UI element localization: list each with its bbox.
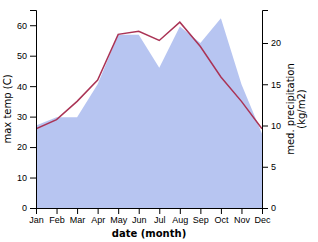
tick-mark xyxy=(30,25,36,26)
tick-label: 0 xyxy=(22,203,27,213)
x-axis-title: date (month) xyxy=(112,228,186,239)
tick-label: Sep xyxy=(193,215,209,225)
tick-mark xyxy=(30,208,36,209)
tick-label: 60 xyxy=(17,21,27,31)
y2-axis-title: med. precipitation(kg/m2) xyxy=(285,63,307,155)
x-tick: Jul xyxy=(154,208,166,225)
tick-label: Dec xyxy=(254,215,271,225)
tick-mark xyxy=(241,208,242,214)
x-tick: Mar xyxy=(70,208,86,225)
tick-mark xyxy=(30,56,36,57)
y2-tick: 5 xyxy=(262,162,276,172)
y-axis: 0 10 20 30 40 50 60 xyxy=(17,11,37,214)
x-tick: Nov xyxy=(234,208,251,225)
tick-label: May xyxy=(110,215,128,225)
x-tick: Jan xyxy=(29,208,44,225)
x-tick: Sep xyxy=(193,208,209,225)
y2-tick: 15 xyxy=(262,80,281,90)
tick-mark xyxy=(262,43,268,44)
tick-label: 20 xyxy=(17,142,27,152)
tick-mark xyxy=(30,117,36,118)
tick-label: 5 xyxy=(271,162,276,172)
tick-mark xyxy=(98,208,99,214)
tick-label: 50 xyxy=(17,51,27,61)
tick-label: Mar xyxy=(70,215,86,225)
tick-label: Aug xyxy=(172,215,188,225)
line xyxy=(36,22,262,129)
tick-mark xyxy=(262,126,268,127)
tick-mark xyxy=(57,208,58,214)
tick-label: 40 xyxy=(17,82,27,92)
tick-label: Feb xyxy=(49,215,65,225)
x-tick: Dec xyxy=(254,208,271,225)
y-axis-title: max temp (C) xyxy=(2,74,13,143)
tick-mark xyxy=(262,167,268,168)
x-tick: Jun xyxy=(132,208,147,225)
tick-mark xyxy=(221,208,222,214)
tick-mark xyxy=(200,208,201,214)
y2-axis-title-line: (kg/m2) xyxy=(296,89,307,129)
y-tick: 60 xyxy=(17,21,36,31)
y-tick: 40 xyxy=(17,82,36,92)
tick-mark xyxy=(30,86,36,87)
y-tick: 50 xyxy=(17,51,36,61)
tick-label: Apr xyxy=(91,215,105,225)
tick-label: Nov xyxy=(234,215,251,225)
area xyxy=(36,18,262,208)
y-tick: 10 xyxy=(17,173,36,183)
tick-mark xyxy=(262,208,268,209)
marks xyxy=(36,18,262,208)
axis-line xyxy=(263,11,269,209)
tick-mark xyxy=(262,84,268,85)
plot: JanFebMarAprMayJunJulAugSepOctNovDec0102… xyxy=(17,11,281,226)
y2-tick: 0 xyxy=(262,203,276,213)
y2-tick: 10 xyxy=(262,121,281,131)
tick-mark xyxy=(30,178,36,179)
x-tick: Apr xyxy=(91,208,105,225)
tick-label: Jun xyxy=(132,215,147,225)
tick-mark xyxy=(30,147,36,148)
y2-axis: 0 5 10 15 20 xyxy=(262,11,281,214)
tick-label: 0 xyxy=(271,203,276,213)
tick-mark xyxy=(159,208,160,214)
axis-line xyxy=(30,11,37,209)
x-tick: May xyxy=(110,208,128,225)
y2-tick: 20 xyxy=(262,38,281,48)
y-tick: 20 xyxy=(17,142,36,152)
x-axis: Jan Feb Mar Apr May Jun Jul Aug Sep Oct NovDec xyxy=(29,208,271,225)
tick-mark xyxy=(139,208,140,214)
tick-mark xyxy=(118,208,119,214)
x-tick: Feb xyxy=(49,208,65,225)
chart: JanFebMarAprMayJunJulAugSepOctNovDec0102… xyxy=(0,0,318,242)
x-tick: Aug xyxy=(172,208,188,225)
axis-line xyxy=(37,209,263,215)
y2-axis-title-line: med. precipitation xyxy=(285,63,296,155)
tick-label: Jul xyxy=(154,215,166,225)
y-tick: 30 xyxy=(17,112,36,122)
x-tick: Oct xyxy=(214,208,229,225)
tick-label: Jan xyxy=(29,215,44,225)
tick-mark xyxy=(77,208,78,214)
tick-label: 20 xyxy=(271,38,281,48)
tick-label: 30 xyxy=(17,112,27,122)
tick-label: 15 xyxy=(271,80,281,90)
y-tick: 0 xyxy=(22,203,36,213)
tick-label: 10 xyxy=(17,173,27,183)
tick-mark xyxy=(180,208,181,214)
tick-label: Oct xyxy=(214,215,229,225)
tick-label: 10 xyxy=(271,121,281,131)
